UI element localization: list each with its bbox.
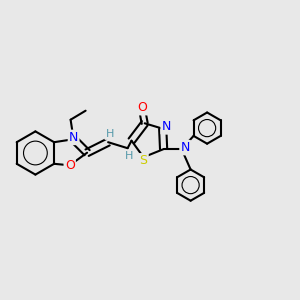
Text: O: O (65, 159, 75, 172)
Text: N: N (69, 131, 78, 144)
Text: S: S (140, 154, 148, 167)
Text: H: H (105, 129, 114, 139)
Text: N: N (162, 120, 171, 134)
Text: O: O (137, 101, 147, 114)
Text: H: H (125, 151, 133, 161)
Text: N: N (181, 141, 190, 154)
